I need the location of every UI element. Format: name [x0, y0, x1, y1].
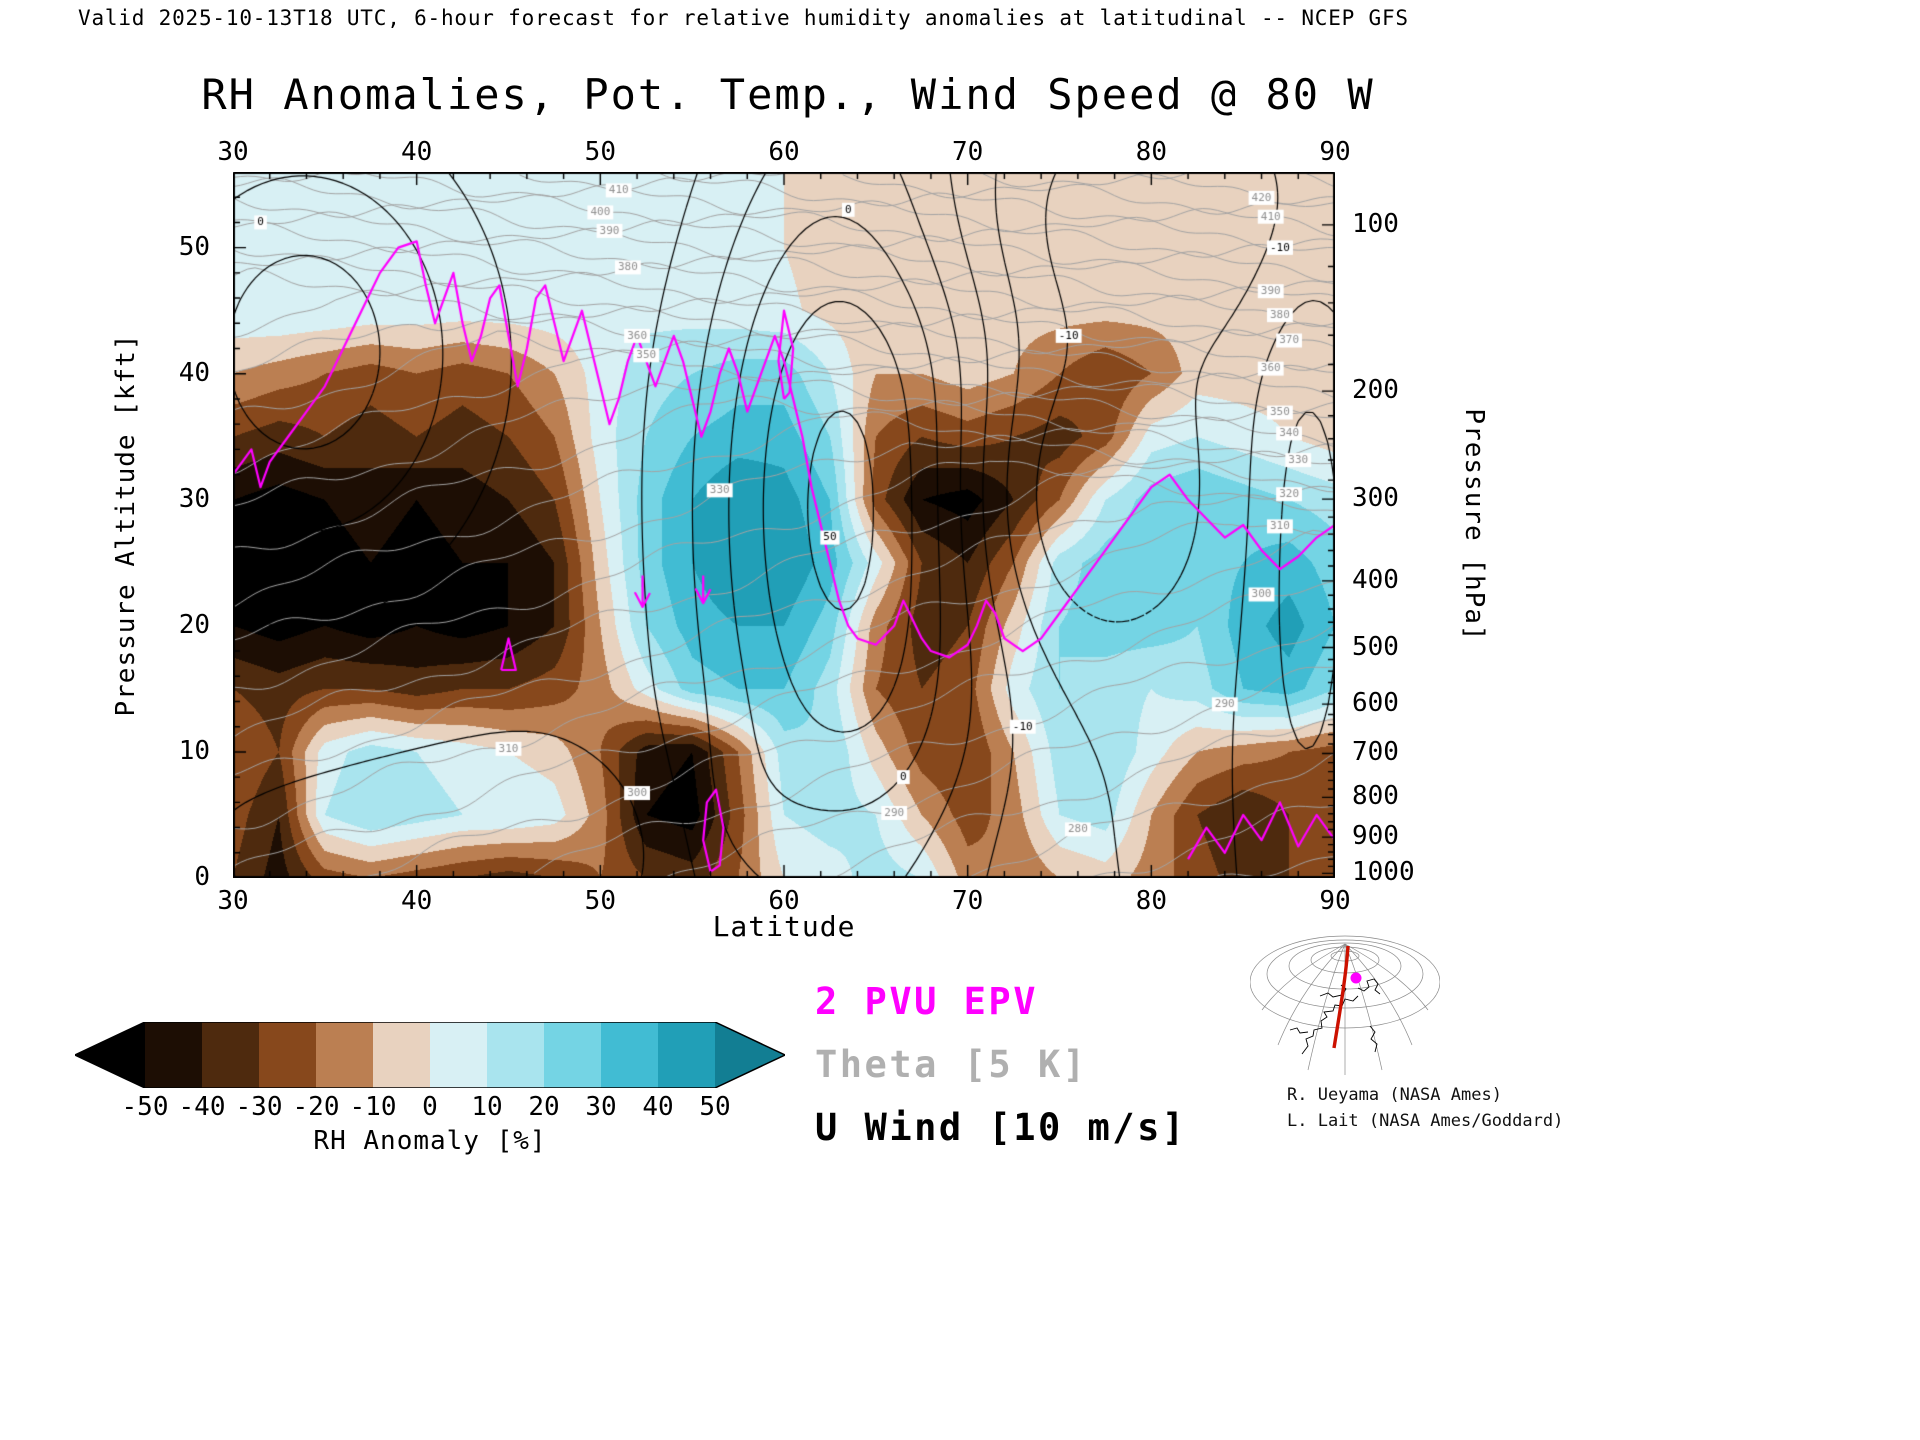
- colorbar-tick-label: 40: [642, 1092, 674, 1122]
- altitude-tick-label: 0: [194, 862, 210, 892]
- colorbar-arrow-high: [715, 1022, 785, 1088]
- legend-item-0: 2 PVU EPV: [815, 980, 1038, 1023]
- colorbar-tick-label: 0: [422, 1092, 438, 1122]
- x-tick-label-top: 70: [952, 137, 984, 167]
- location-map-inset: [1250, 935, 1440, 1075]
- colorbar-tick-label: 30: [585, 1092, 617, 1122]
- x-tick-label-bottom: 90: [1319, 886, 1351, 916]
- pressure-tick-label: 1000: [1352, 857, 1415, 888]
- x-tick-label-bottom: 60: [768, 886, 800, 916]
- colorbar-tick-label: -20: [292, 1092, 340, 1122]
- colorbar-tick-label: 50: [699, 1092, 731, 1122]
- colorbar-segment: [658, 1022, 716, 1088]
- pressure-tick-label: 400: [1352, 564, 1399, 595]
- page-title: RH Anomalies, Pot. Temp., Wind Speed @ 8…: [201, 70, 1375, 119]
- legend-item-2: U Wind [10 m/s]: [815, 1106, 1187, 1149]
- colorbar-tick-label: -30: [235, 1092, 283, 1122]
- map-coastlines: [1289, 978, 1381, 1055]
- legend-item-1: Theta [5 K]: [815, 1043, 1088, 1086]
- altitude-tick-label: 30: [178, 483, 210, 514]
- x-tick-label-bottom: 80: [1135, 886, 1167, 916]
- pressure-tick-label: 500: [1352, 631, 1399, 662]
- colorbar-segment: [316, 1022, 374, 1088]
- colorbar-segment: [202, 1022, 260, 1088]
- colorbar-label: RH Anomaly [%]: [313, 1126, 547, 1156]
- x-tick-label-top: 60: [768, 137, 800, 167]
- colorbar-segment: [601, 1022, 659, 1088]
- colorbar-segment: [544, 1022, 602, 1088]
- x-tick-label-top: 50: [584, 137, 616, 167]
- x-tick-label-bottom: 70: [952, 886, 984, 916]
- valid-time-header: Valid 2025-10-13T18 UTC, 6-hour forecast…: [78, 6, 1409, 30]
- colorbar-tick-label: 20: [528, 1092, 560, 1122]
- colorbar-tick-label: -40: [178, 1092, 226, 1122]
- pressure-tick-label: 900: [1352, 821, 1399, 852]
- altitude-tick-label: 50: [178, 231, 210, 262]
- map-cross-section-line: [1332, 945, 1350, 1049]
- colorbar-segment: [145, 1022, 203, 1088]
- colorbar-tick-label: 10: [471, 1092, 503, 1122]
- x-tick-label-bottom: 50: [584, 886, 616, 916]
- x-axis-label: Latitude: [712, 910, 856, 943]
- rh-anomaly-colorbar: [75, 1022, 785, 1088]
- x-tick-label-bottom: 30: [217, 886, 249, 916]
- map-graticule: [1250, 935, 1440, 1075]
- colorbar-arrow-low: [75, 1022, 145, 1088]
- x-tick-label-top: 40: [401, 137, 433, 167]
- x-tick-label-top: 90: [1319, 137, 1351, 167]
- x-tick-label-bottom: 40: [401, 886, 433, 916]
- altitude-tick-label: 20: [178, 609, 210, 640]
- altitude-tick-label: 40: [178, 357, 210, 388]
- pressure-tick-label: 800: [1352, 781, 1399, 812]
- credits: R. Ueyama (NASA Ames) L. Lait (NASA Ames…: [1287, 1082, 1563, 1134]
- colorbar-segment: [259, 1022, 317, 1088]
- pressure-tick-label: 300: [1352, 483, 1399, 514]
- colorbar-tick-label: -50: [121, 1092, 169, 1122]
- pressure-tick-label: 700: [1352, 737, 1399, 768]
- x-tick-label-top: 80: [1135, 137, 1167, 167]
- colorbar-tick-label: -10: [349, 1092, 397, 1122]
- pressure-tick-label: 200: [1352, 375, 1399, 406]
- credit-line-2: L. Lait (NASA Ames/Goddard): [1287, 1111, 1564, 1131]
- colorbar-segment: [430, 1022, 488, 1088]
- pressure-tick-label: 100: [1352, 208, 1399, 239]
- colorbar-segment: [373, 1022, 431, 1088]
- colorbar-segment: [487, 1022, 545, 1088]
- legend: 2 PVU EPV Theta [5 K] U Wind [10 m/s]: [815, 980, 1187, 1169]
- altitude-tick-label: 10: [178, 735, 210, 766]
- map-location-dot: [1350, 972, 1362, 984]
- y-right-axis-label: Pressure [hPa]: [1459, 408, 1489, 642]
- credit-line-1: R. Ueyama (NASA Ames): [1287, 1085, 1502, 1105]
- rh-cross-section-plot: [233, 172, 1335, 878]
- x-tick-label-top: 30: [217, 137, 249, 167]
- pressure-tick-label: 600: [1352, 688, 1399, 719]
- y-left-axis-label: Pressure Altitude [kft]: [111, 333, 141, 717]
